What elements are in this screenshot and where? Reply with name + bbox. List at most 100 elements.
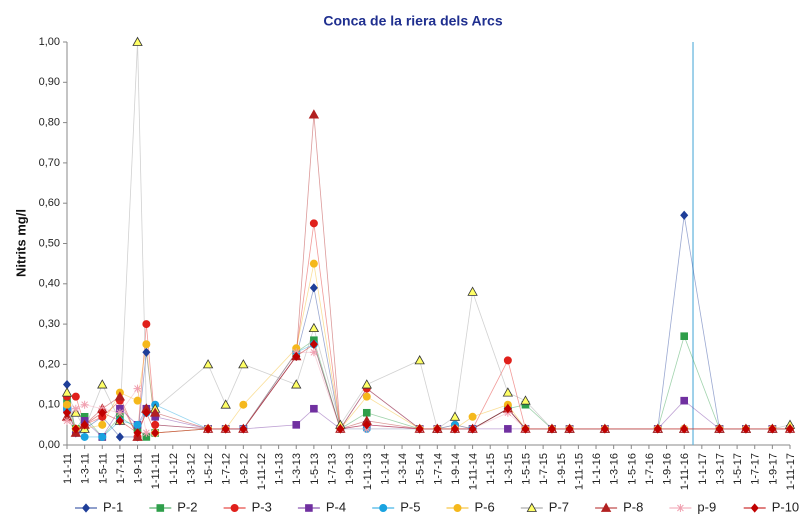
marker — [450, 424, 459, 434]
x-tick-label: 1-3-15 — [503, 453, 515, 485]
x-tick-label: 1-5-15 — [520, 453, 532, 485]
x-tick-label: 1-3-14 — [397, 453, 409, 485]
x-tick-label: 1-1-12 — [168, 453, 180, 485]
x-tick-label: 1-7-16 — [644, 453, 656, 485]
legend-item: P-5 — [372, 499, 420, 514]
marker — [768, 424, 777, 434]
marker — [238, 359, 249, 369]
legend-label: P-7 — [549, 499, 569, 514]
legend-label: P-8 — [623, 499, 643, 514]
x-tick-label: 1-3-11 — [80, 453, 92, 484]
series-line — [66, 263, 790, 434]
marker — [142, 408, 151, 418]
x-tick-label: 1-9-12 — [238, 453, 250, 485]
x-tick-label: 1-1-17 — [697, 453, 709, 485]
series-line — [66, 351, 790, 434]
x-tick-label: 1-11-17 — [785, 453, 797, 490]
legend-item: P-4 — [297, 499, 346, 514]
marker — [336, 424, 345, 434]
marker — [449, 411, 461, 421]
marker — [305, 504, 313, 512]
x-tick-label: 1-5-16 — [626, 453, 638, 485]
marker — [81, 503, 91, 513]
x-tick-label: 1-7-12 — [221, 453, 233, 485]
marker — [503, 356, 512, 365]
x-tick-label: 1-7-15 — [538, 453, 550, 485]
marker — [142, 428, 151, 437]
marker — [292, 421, 301, 429]
legend-label: p-9 — [697, 499, 716, 514]
series-line — [67, 223, 790, 439]
legend-label: P-6 — [475, 499, 495, 514]
legend-item: P-2 — [149, 499, 198, 514]
x-tick-label: 1-11-15 — [573, 453, 585, 490]
marker — [291, 379, 302, 389]
y-tick-label: 0,30 — [39, 318, 60, 330]
marker — [785, 424, 795, 434]
legend-label: P-3 — [252, 499, 272, 514]
marker — [239, 424, 248, 434]
marker — [680, 210, 689, 220]
x-tick-label: 1-11-16 — [679, 453, 691, 490]
marker — [63, 400, 72, 409]
x-tick-label: 1-5-17 — [732, 453, 744, 485]
marker — [239, 400, 248, 409]
marker — [292, 351, 301, 361]
marker — [362, 392, 371, 401]
marker — [308, 322, 320, 333]
y-tick-label: 0,50 — [39, 237, 60, 249]
marker — [520, 395, 531, 405]
marker — [467, 286, 478, 296]
marker — [741, 424, 750, 434]
x-tick-label: 1-7-17 — [750, 453, 762, 485]
x-tick-label: 1-1-13 — [274, 453, 286, 485]
marker — [98, 432, 107, 441]
marker — [97, 379, 108, 389]
marker — [98, 408, 107, 418]
x-tick-label: 1-11-13 — [362, 453, 374, 490]
marker — [80, 420, 89, 430]
series-line — [66, 343, 790, 434]
y-tick-label: 0,80 — [39, 117, 60, 129]
legend-item: P-3 — [223, 499, 272, 514]
x-tick-label: 1-11-12 — [256, 453, 268, 490]
marker — [142, 340, 151, 349]
marker — [680, 396, 688, 405]
series-line — [66, 343, 790, 438]
x-tick-label: 1-3-17 — [714, 453, 726, 485]
x-tick-label: 1-9-13 — [344, 453, 356, 485]
marker — [468, 424, 477, 434]
x-tick-label: 1-7-11 — [115, 453, 127, 484]
marker — [71, 404, 80, 413]
marker — [133, 428, 142, 438]
legend-item: p-9 — [669, 499, 716, 514]
marker — [115, 432, 124, 442]
marker — [565, 424, 574, 434]
x-tick-label: 1-9-15 — [556, 453, 568, 485]
y-axis-label: Nitrits mg/l — [13, 209, 28, 277]
y-tick-label: 0,70 — [39, 157, 60, 169]
marker — [98, 420, 107, 429]
marker — [80, 400, 89, 409]
marker — [149, 407, 161, 417]
marker — [502, 387, 514, 397]
marker — [142, 347, 151, 357]
x-tick-label: 1-7-14 — [432, 453, 444, 485]
marker — [361, 379, 372, 389]
marker — [526, 502, 537, 512]
x-tick-label: 1-9-16 — [662, 453, 674, 485]
marker — [133, 420, 142, 429]
legend-item: P-10 — [743, 499, 799, 514]
marker — [379, 503, 388, 512]
marker — [221, 424, 230, 434]
marker — [71, 392, 80, 401]
marker — [504, 425, 512, 433]
y-tick-label: 0,20 — [39, 358, 60, 370]
marker — [680, 424, 689, 434]
x-tick-label: 1-9-14 — [450, 453, 462, 485]
marker — [308, 109, 320, 119]
marker — [309, 219, 318, 228]
marker — [715, 424, 724, 434]
marker — [114, 391, 126, 401]
marker — [415, 424, 424, 434]
